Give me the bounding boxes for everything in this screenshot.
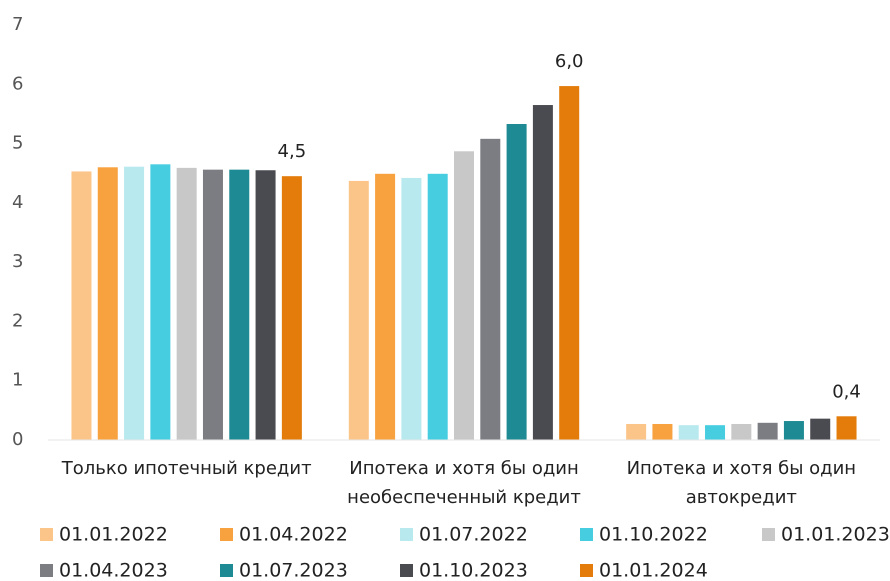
legend-swatch [400, 528, 413, 541]
bar [255, 170, 276, 440]
y-tick-label: 2 [12, 310, 23, 331]
bar [281, 176, 302, 440]
legend-label: 01.01.2023 [781, 524, 890, 546]
legend-label: 01.04.2022 [239, 524, 348, 546]
bar [532, 105, 553, 441]
bar [810, 418, 831, 440]
y-tick-label: 6 [12, 73, 23, 94]
bar [71, 171, 92, 440]
bar [678, 425, 699, 440]
x-tick-label: Только ипотечный кредит [61, 458, 312, 479]
legend-swatch [400, 564, 413, 577]
bar [401, 177, 422, 440]
legend-swatch [580, 528, 593, 541]
bar [757, 422, 778, 440]
value-label: 6,0 [555, 51, 584, 72]
bar [454, 151, 474, 440]
y-tick-label: 7 [12, 14, 23, 35]
legend-label: 01.07.2022 [419, 524, 528, 546]
y-tick-label: 5 [12, 133, 23, 154]
legend-swatch [762, 528, 775, 541]
bar [176, 167, 197, 440]
bar [705, 425, 726, 440]
bar [480, 138, 501, 441]
bar [559, 86, 580, 441]
bar [783, 421, 804, 440]
legend-swatch [40, 564, 53, 577]
legend-swatch [580, 564, 593, 577]
bar [348, 180, 369, 440]
legend-swatch [40, 528, 53, 541]
legend-label: 01.07.2023 [239, 560, 348, 581]
bar [229, 169, 250, 440]
bar [626, 423, 647, 440]
legend-swatch [220, 528, 233, 541]
legend-label: 01.04.2023 [59, 560, 168, 581]
bar [124, 166, 145, 440]
legend-swatch [220, 564, 233, 577]
bar [731, 423, 752, 440]
bar [652, 423, 673, 440]
value-label: 4,5 [278, 141, 307, 162]
bar [375, 173, 396, 441]
value-label: 0,4 [832, 381, 861, 402]
bar [97, 167, 118, 441]
legend-label: 01.10.2023 [419, 560, 528, 581]
legend-label: 01.01.2024 [599, 560, 708, 581]
y-tick-label: 4 [12, 192, 23, 213]
bar [427, 173, 448, 441]
bar [202, 169, 223, 440]
legend-label: 01.01.2022 [59, 524, 168, 546]
y-tick-label: 3 [12, 251, 23, 272]
bar [506, 124, 527, 440]
bar [150, 164, 171, 441]
x-tick-label: Ипотека и хотя бы один необеспеченный кр… [347, 458, 581, 508]
y-tick-label: 0 [12, 429, 23, 450]
y-tick-label: 1 [12, 370, 23, 391]
bar [836, 416, 857, 440]
legend-label: 01.10.2022 [599, 524, 708, 546]
x-tick-label: Ипотека и хотя бы один автокредит [626, 458, 857, 508]
